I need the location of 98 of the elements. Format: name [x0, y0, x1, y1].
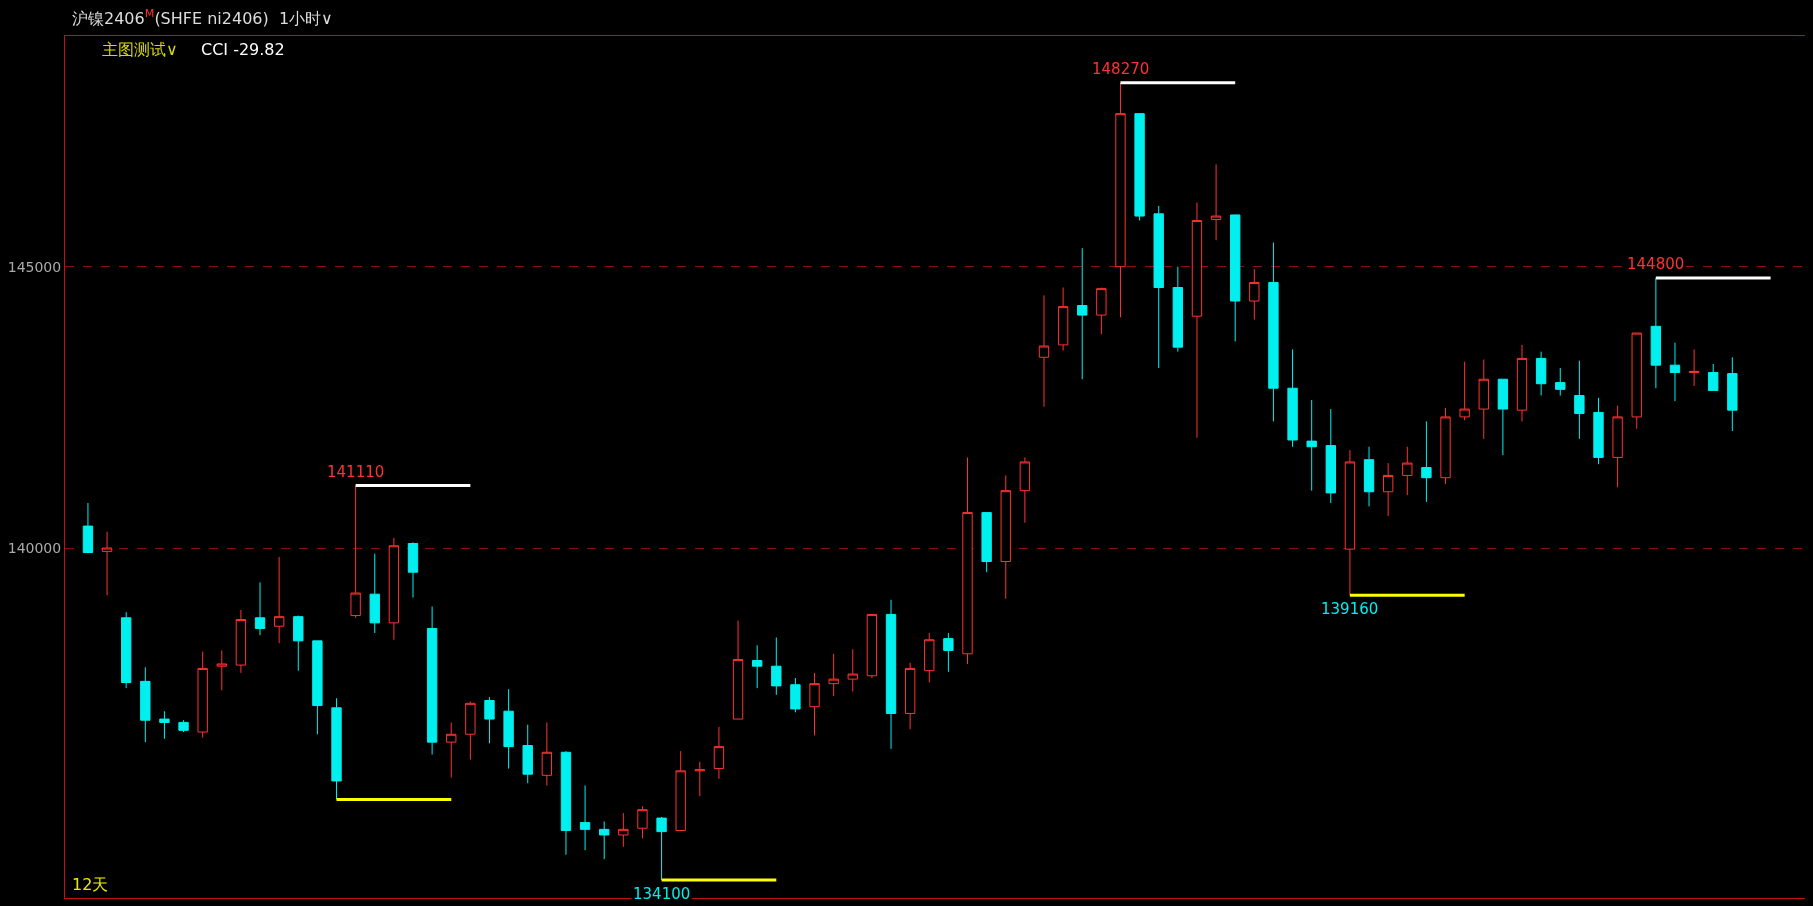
candlestick [1268, 242, 1279, 422]
candlestick [579, 784, 591, 851]
chart-subtitle: 主图测试∨ [102, 40, 178, 59]
candlestick [618, 812, 629, 848]
candlestick [522, 724, 533, 784]
annotation: CCI -29.82 [201, 40, 285, 59]
candlestick [1497, 378, 1509, 456]
data-label: 139160 [1321, 600, 1379, 618]
candlestick [1344, 449, 1356, 596]
candlestick [751, 644, 763, 689]
candlestick [1363, 446, 1375, 507]
annotation: 12天 [72, 875, 109, 894]
candlestick [541, 721, 553, 786]
candlestick [312, 640, 323, 735]
candlestick [484, 696, 495, 744]
candlestick [1650, 277, 1662, 389]
candlestick [904, 662, 916, 730]
candlestick [1612, 405, 1623, 488]
candlestick [1115, 82, 1126, 318]
data-label: 148270 [1092, 60, 1150, 78]
candlestick [675, 750, 686, 831]
candlestick [771, 636, 782, 696]
candlestick [1708, 363, 1719, 391]
candlestick [388, 537, 400, 641]
candlestick [1421, 420, 1432, 503]
candlestick [121, 611, 132, 689]
candlestick [369, 553, 380, 634]
candlestick [828, 653, 839, 697]
candlestick [560, 750, 572, 856]
candlestick [426, 606, 438, 756]
candlestick [943, 632, 954, 673]
candlestick [694, 761, 705, 797]
candlestick [216, 649, 227, 691]
candlestick [465, 701, 476, 761]
candlestick [140, 666, 151, 743]
data-label: 141110 [327, 463, 385, 481]
data-label: 144800 [1627, 255, 1685, 273]
candlestick [732, 620, 744, 720]
candlestick [1669, 342, 1681, 402]
candlestick [847, 648, 858, 692]
candlestick [1631, 332, 1642, 430]
candlestick [1210, 163, 1222, 241]
candlestick [446, 721, 457, 779]
candlestick [924, 632, 935, 683]
candlestick [407, 541, 419, 599]
candlestick [1134, 113, 1145, 222]
candlestick [1535, 351, 1547, 397]
candlestick [503, 688, 514, 770]
candlestick [809, 672, 820, 736]
candlestick [1688, 348, 1700, 387]
candlestick [1306, 399, 1317, 492]
candlestick [1038, 294, 1050, 408]
candlestick [1440, 407, 1451, 485]
candlestick [1574, 360, 1585, 440]
chart-title: 沪镍2406$^{M}$(SHFE ni2406) 1小时∨ [72, 7, 333, 28]
candlestick [1172, 266, 1184, 353]
candlestick [197, 651, 208, 739]
candlestick [1382, 462, 1394, 517]
candlestick [1402, 446, 1413, 496]
candlestick [1249, 268, 1260, 321]
candlestick [1230, 214, 1241, 343]
candlestick [1478, 359, 1489, 440]
candlestick [159, 710, 170, 740]
data-label: 134100 [633, 885, 691, 903]
candlestick [1000, 474, 1011, 600]
candlestick [178, 719, 189, 733]
candlestick [1096, 287, 1107, 335]
candlestick [713, 726, 725, 780]
candlestick [790, 677, 801, 713]
candlestick [82, 502, 94, 554]
candlestick [1459, 361, 1470, 421]
candlestick [1593, 397, 1604, 465]
candlestick [599, 820, 610, 860]
candlestick [1555, 367, 1566, 397]
candlestick [1019, 456, 1031, 524]
candlestick [293, 615, 304, 672]
candlestick [656, 816, 667, 881]
candlestick [1191, 202, 1203, 439]
candlestick [331, 697, 342, 801]
y-tick-label: 140000 [7, 539, 62, 556]
candlestick [637, 805, 648, 839]
candlestick [350, 485, 361, 619]
candlestick [1727, 356, 1738, 432]
candlestick [1077, 247, 1088, 380]
candlestick [101, 531, 113, 596]
candlestick [1153, 205, 1164, 369]
candlestick [1325, 408, 1336, 504]
candlestick [866, 613, 878, 679]
candlestick [254, 581, 266, 636]
candlestick [1287, 348, 1298, 448]
candlestick [235, 609, 247, 674]
candlestick [962, 456, 973, 665]
candlestick [1516, 344, 1528, 422]
candlestick [1057, 287, 1069, 352]
y-tick-label: 145000 [7, 258, 62, 275]
candlestick [885, 599, 897, 750]
candlestick [981, 512, 992, 573]
candlestick [273, 556, 285, 644]
